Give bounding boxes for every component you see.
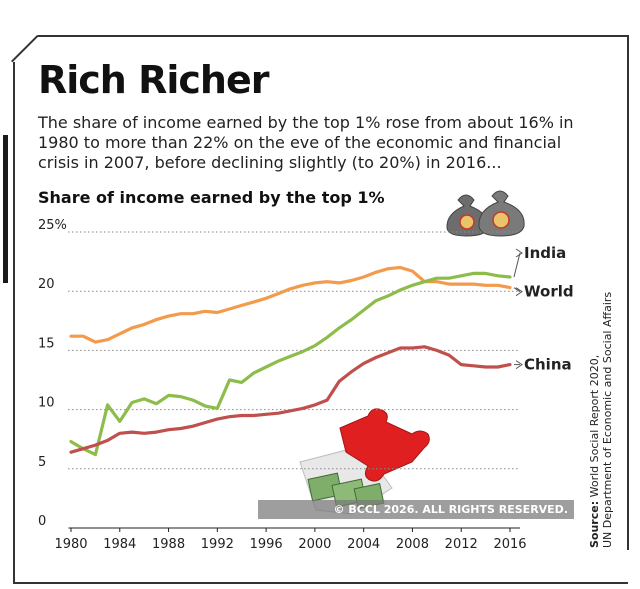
- source-text: World Social Report 2020,: [588, 354, 601, 501]
- x-tick-label: 1980: [54, 537, 87, 552]
- frame-bottom-border: [13, 582, 628, 584]
- copyright-watermark: © BCCL 2026. ALL RIGHTS RESERVED.: [258, 500, 574, 519]
- leader-arrow-india: [515, 248, 523, 258]
- source-text-line2: UN Department of Economic and Social Aff…: [601, 291, 614, 548]
- leader-arrow-world: [515, 287, 523, 297]
- y-tick-label: 5: [38, 455, 46, 470]
- page-subtitle: The share of income earned by the top 1%…: [38, 113, 574, 172]
- x-tick-label: 2016: [493, 537, 526, 552]
- frame-right-border: [627, 35, 629, 550]
- leader-arrow-china: [515, 360, 523, 370]
- x-tick-label: 1992: [201, 537, 234, 552]
- x-tick-label: 2012: [445, 537, 478, 552]
- page-title: Rich Richer: [38, 58, 269, 102]
- x-tick-label: 1984: [103, 537, 136, 552]
- series-line-india: [69, 271, 512, 457]
- source-note: Source: World Social Report 2020, UN Dep…: [588, 288, 614, 548]
- y-tick-label: 15: [38, 336, 55, 351]
- x-tick-label: 1996: [250, 537, 283, 552]
- frame-top-border: [38, 35, 628, 37]
- series-line-china: [69, 345, 512, 454]
- series-label-india: India: [524, 244, 566, 262]
- series-label-china: China: [524, 356, 572, 374]
- left-accent-bar: [3, 135, 8, 283]
- chart-title: Share of income earned by the top 1%: [38, 188, 385, 207]
- x-tick-label: 2000: [298, 537, 331, 552]
- y-tick-label: 10: [38, 396, 55, 411]
- series-line-world: [69, 265, 512, 344]
- source-label: Source:: [588, 500, 601, 548]
- series-label-world: World: [524, 283, 574, 301]
- x-tick-label: 2008: [396, 537, 429, 552]
- x-tick-label: 1988: [152, 537, 185, 552]
- y-tick-label: 25%: [38, 218, 67, 233]
- frame-left-border: [13, 62, 15, 582]
- y-tick-label: 20: [38, 277, 55, 292]
- y-tick-label: 0: [38, 514, 46, 529]
- leader-line-india: [513, 252, 521, 278]
- x-tick-label: 2004: [347, 537, 380, 552]
- leader-line-world: [513, 287, 521, 293]
